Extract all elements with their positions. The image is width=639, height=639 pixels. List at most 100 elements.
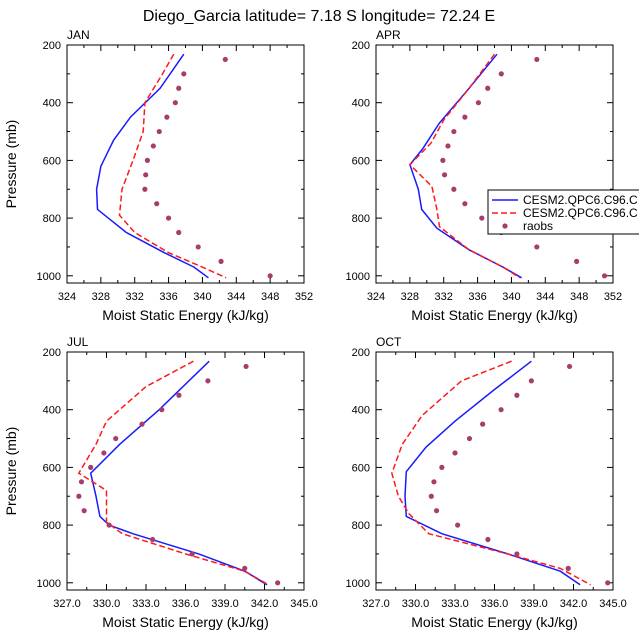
panel-jan: JAN 324 328 332 336 340 344 348 352 200 400 600 800 1… [3,28,313,323]
y-tick-label: 800 [352,213,370,225]
y-tick-label: 1000 [37,578,61,590]
series-line-dashed [391,360,591,586]
raobs-point [431,479,437,485]
y-axis-label: Pressure (mb) [3,120,19,209]
y-tick-label: 800 [43,520,61,532]
x-tick-label: 342.0 [560,598,588,610]
raobs-point [267,273,273,279]
raobs-point [113,435,119,442]
series-line-dashed [408,53,521,279]
raobs-point [76,493,82,499]
y-tick-label: 200 [352,40,370,52]
raobs-point [462,114,468,120]
raobs-point [243,363,249,370]
raobs-point [154,201,160,207]
y-tick-label: 200 [43,40,61,52]
panel-oct: OCT 327.0 330.0 333.0 336.0 339.0 342.0 345.0 20… [346,335,627,630]
series-line-solid [95,53,209,279]
x-tick-label: 324 [58,291,76,303]
legend-box [487,189,639,235]
x-tick-label: 332 [435,291,453,303]
x-tick-label: 327.0 [362,598,390,610]
y-tick-label: 1000 [346,578,370,590]
raobs-point [455,522,461,528]
raobs-point [440,157,446,163]
raobs-point [445,143,451,149]
y-tick-label: 600 [43,462,61,474]
raobs-point [428,493,434,499]
y-tick-label: 600 [352,155,370,167]
x-axis-label: Moist Static Energy (kJ/kg) [411,307,578,323]
x-tick-label: 336 [159,291,177,303]
raobs-point [452,450,458,456]
x-tick-label: 328 [401,291,419,303]
x-tick-label: 352 [295,291,313,303]
panels-group: JAN 324 328 332 336 340 344 348 352 200 400 600 800 1… [3,28,627,630]
y-axis-label: Pressure (mb) [3,427,19,516]
x-tick-label: 324 [367,291,385,303]
x-tick-label: 328 [92,291,110,303]
raobs-point [480,421,486,427]
panel-label: JUL [67,335,89,349]
y-tick-label: 800 [352,520,370,532]
legend-swatch [502,223,508,229]
raobs-point [159,407,165,413]
raobs-point [479,215,485,221]
raobs-point [451,186,457,192]
x-axis-label: Moist Static Energy (kJ/kg) [102,307,269,323]
x-tick-label: 344 [536,291,554,303]
raobs-point [156,128,162,135]
raobs-point [176,392,182,398]
raobs-point [475,100,482,106]
y-tick-label: 600 [352,462,370,474]
panel-label: OCT [376,335,402,349]
x-axis-label: Moist Static Energy (kJ/kg) [102,614,269,630]
raobs-point [81,508,87,514]
x-tick-label: 333.0 [441,598,469,610]
raobs-point [574,258,580,264]
x-tick-label: 345.0 [290,598,318,610]
plot-frame [375,351,614,591]
raobs-point [88,464,94,470]
raobs-point [195,244,201,250]
x-tick-label: 339.0 [520,598,548,610]
raobs-point [172,100,178,106]
x-tick-label: 348 [261,291,279,303]
raobs-point [485,85,491,91]
x-tick-label: 330.0 [93,598,121,610]
raobs-point [218,258,224,264]
raobs-point [150,143,156,149]
raobs-point [451,128,457,135]
raobs-point [441,172,448,178]
y-tick-label: 600 [43,155,61,167]
x-tick-label: 333.0 [132,598,160,610]
series-line-solid [404,360,581,586]
y-tick-label: 200 [352,347,370,359]
raobs-point [514,551,520,557]
raobs-point [149,536,156,543]
x-axis-label: Moist Static Energy (kJ/kg) [411,614,578,630]
raobs-point [78,479,85,485]
y-tick-label: 400 [43,98,61,110]
x-tick-label: 327.0 [53,598,81,610]
y-tick-label: 400 [352,405,370,417]
raobs-point [528,378,534,384]
raobs-point [433,508,440,514]
raobs-point [439,464,445,470]
raobs-point [498,71,504,77]
x-tick-label: 344 [227,291,245,303]
raobs-point [242,565,248,571]
series-line-dashed [77,360,269,586]
panel-label: JAN [67,28,90,42]
raobs-point [205,378,211,384]
x-tick-label: 342.0 [251,598,279,610]
series-line-solid [409,53,522,279]
x-tick-label: 332 [126,291,144,303]
y-tick-label: 1000 [37,271,61,283]
figure-title: Diego_Garcia latitude= 7.18 S longitude=… [143,8,495,25]
panel-apr: APR 324 328 332 336 340 344 348 352 200 400 600 800 1… [346,28,623,323]
x-tick-label: 336.0 [172,598,200,610]
series-line-dashed [118,53,227,279]
raobs-point [144,157,151,163]
